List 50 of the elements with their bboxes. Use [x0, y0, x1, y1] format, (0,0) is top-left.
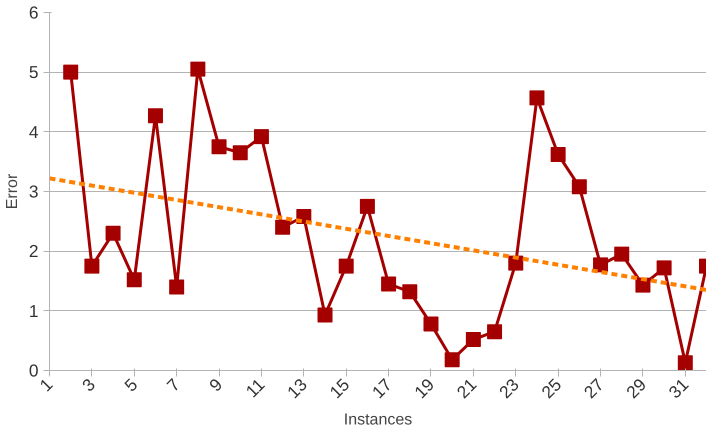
x-tick-label: 11	[242, 374, 269, 402]
point	[423, 316, 438, 332]
point	[550, 147, 566, 162]
point	[614, 246, 630, 262]
point	[487, 324, 502, 340]
x-tick-label: 17	[368, 374, 396, 402]
x-tick-label: 9	[205, 374, 226, 396]
point	[275, 220, 290, 235]
y-tick-label: 0	[28, 360, 39, 380]
y-tick-label: 3	[28, 182, 39, 202]
point	[148, 108, 163, 124]
x-tick-label: 19	[410, 374, 438, 402]
point	[106, 226, 121, 241]
point	[254, 129, 269, 144]
point	[232, 145, 248, 160]
x-tick-label: 5	[120, 374, 142, 396]
x-axis-title: Instances	[344, 412, 412, 429]
x-tick-label: 29	[622, 374, 650, 402]
x-tick-label: 23	[495, 374, 523, 402]
point	[338, 258, 354, 274]
x-tick-label: 7	[162, 374, 184, 396]
x-tick-label: 31	[664, 374, 692, 402]
x-tick-label: 21	[452, 374, 480, 402]
x-tick-label: 15	[326, 374, 354, 402]
point	[466, 332, 481, 347]
point	[212, 139, 227, 154]
point	[444, 352, 460, 368]
point	[360, 198, 375, 214]
x-tick-label: 3	[78, 374, 99, 396]
point	[84, 258, 100, 274]
y-tick-label: 1	[28, 300, 39, 321]
point	[656, 260, 672, 276]
point	[63, 64, 78, 80]
x-tick-label: 27	[580, 374, 608, 402]
point	[381, 276, 396, 292]
y-tick-label: 5	[28, 62, 39, 82]
x-tick-label: 13	[283, 374, 311, 402]
point	[402, 284, 418, 300]
y-axis-title: Error	[4, 173, 21, 210]
y-tick-label: 4	[28, 122, 39, 142]
point	[190, 62, 206, 77]
y-tick-label: 2	[28, 241, 39, 262]
point	[572, 179, 587, 194]
y-tick-label: 6	[28, 2, 39, 22]
point	[678, 355, 693, 370]
point	[529, 90, 544, 106]
point	[126, 272, 142, 288]
x-tick-label: 25	[537, 374, 566, 402]
point	[169, 279, 184, 294]
point	[318, 308, 333, 323]
